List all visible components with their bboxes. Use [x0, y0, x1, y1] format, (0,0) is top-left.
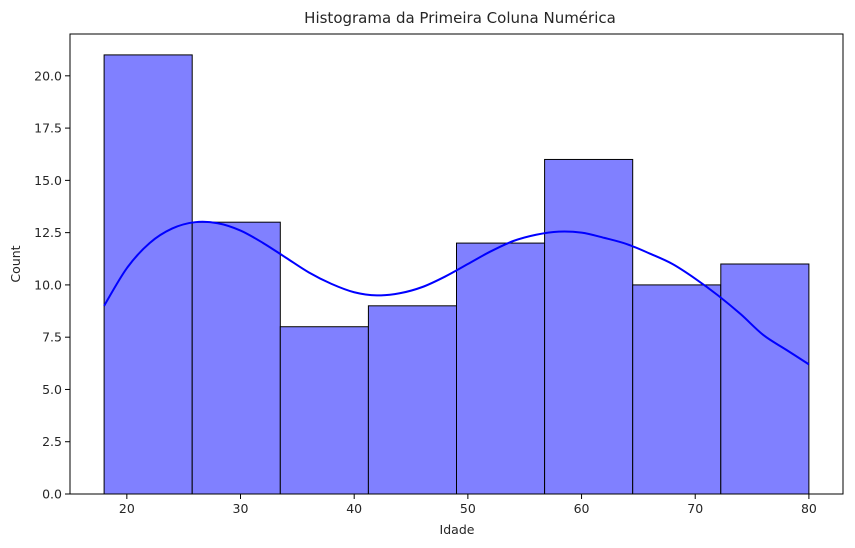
bars-group: [103, 54, 810, 495]
y-axis-ticks: 0.0 2.5 5.0 7.5 10.0 12.5 15.0 17.5 20.0: [34, 68, 70, 502]
histogram-bar: [632, 284, 722, 495]
y-tick-label: 5.0: [42, 382, 62, 397]
y-tick-label: 2.5: [42, 434, 62, 449]
y-tick-label: 10.0: [34, 277, 62, 292]
y-tick-label: 0.0: [42, 487, 62, 502]
y-tick-label: 15.0: [34, 173, 62, 188]
x-axis-label: Idade: [440, 522, 475, 537]
chart-title: Histograma da Primeira Coluna Numérica: [304, 9, 616, 27]
histogram-bar: [103, 54, 193, 495]
x-tick-label: 80: [801, 501, 817, 516]
plot-frame: [69, 33, 844, 495]
x-axis-ticks: 20 30 40 50 60 70 80: [119, 494, 817, 516]
y-axis-label: Count: [8, 245, 23, 282]
histogram-bar: [191, 221, 281, 495]
y-tick-label: 20.0: [34, 68, 62, 83]
x-tick-label: 30: [233, 501, 249, 516]
histogram-bar: [279, 326, 369, 495]
kde-curve: [103, 220, 810, 366]
x-tick-label: 40: [346, 501, 362, 516]
y-tick-label: 7.5: [42, 330, 62, 345]
x-tick-label: 50: [460, 501, 476, 516]
y-tick-label: 12.5: [34, 225, 62, 240]
histogram-bar: [720, 263, 810, 495]
histogram-bar: [367, 305, 457, 495]
histogram-bar: [456, 242, 546, 495]
x-tick-label: 70: [687, 501, 703, 516]
x-tick-label: 20: [119, 501, 135, 516]
y-tick-label: 17.5: [34, 121, 62, 136]
x-tick-label: 60: [574, 501, 590, 516]
histogram-bar: [544, 158, 634, 495]
